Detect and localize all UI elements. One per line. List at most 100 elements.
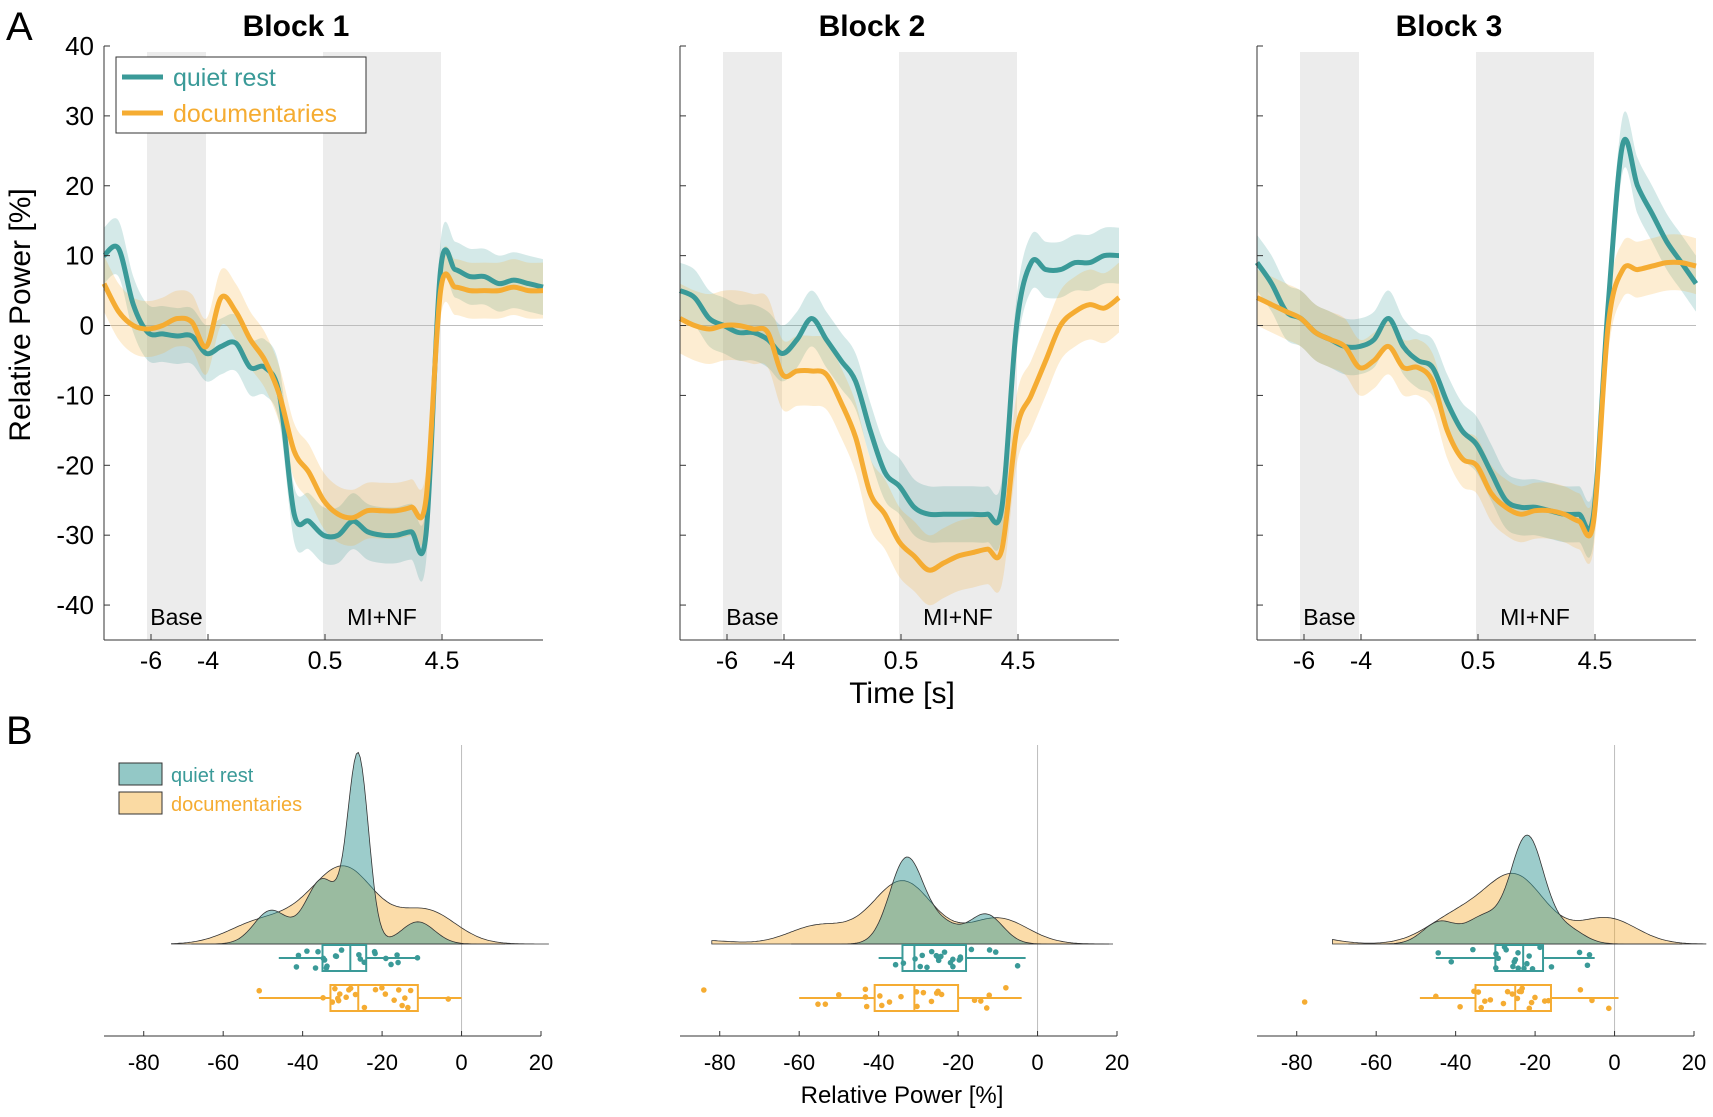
panel-b: -80 -60 -40 -20 0 20 -80 -60 -40 -20 0 20 -80 -60 -40-… [104,745,1707,1075]
data-point-documentaries [379,985,385,991]
x-tick-label: -60 [783,1050,815,1075]
data-point-quiet-rest [372,950,378,957]
panel-a-x-axis-title: Time [s] [849,677,955,710]
data-point-documentaries [332,985,338,992]
block-1-title: Block 1 [243,10,350,43]
density-quiet-rest [191,751,506,945]
data-point-quiet-rest [1493,951,1499,957]
series-line-quiet-rest [678,252,1120,526]
x-tick-label: 4.5 [1001,647,1036,675]
x-tick-label: -6 [140,647,162,675]
data-point-quiet-rest [941,949,948,955]
data-point-quiet-rest [295,952,302,959]
data-point-documentaries [1605,1005,1612,1012]
legend-b-label-quiet-rest: quiet rest [171,765,254,787]
box-iqr-quiet-rest [901,944,968,972]
panel-b-legend: quiet rest documentaries [118,762,302,816]
x-tick-label: 20 [1105,1050,1129,1075]
y-tick-label: 30 [65,101,94,131]
data-point-quiet-rest [1584,962,1591,969]
data-point-documentaries [343,994,349,1001]
x-tick-label: 4.5 [1578,647,1613,675]
data-point-documentaries [1526,1005,1533,1012]
data-point-documentaries [920,989,927,996]
panel-label-b: B [6,709,33,753]
raincloud-block-3: -80 -60 -40 -20 0 20 [1257,745,1707,1075]
data-point-documentaries [1475,989,1482,995]
shade-label-mi-nf: MI+NF [347,604,417,630]
data-point-documentaries [1589,997,1595,1004]
data-point-documentaries [256,987,263,994]
series-line-documentaries [101,271,544,521]
x-tick-label: -20 [1519,1050,1551,1075]
x-tick-label: -80 [704,1050,736,1075]
data-point-quiet-rest [957,955,964,962]
data-point-quiet-rest [1435,950,1442,956]
data-point-documentaries [822,1001,829,1007]
data-point-documentaries [898,993,904,1000]
data-point-documentaries [938,991,945,998]
data-point-documentaries [336,991,343,997]
data-point-documentaries [862,994,869,1000]
x-tick-label: 20 [1682,1050,1706,1075]
data-point-documentaries [886,999,893,1005]
data-point-quiet-rest [900,960,907,966]
data-point-documentaries [914,1003,920,1010]
data-point-quiet-rest [912,956,918,962]
series-line-documentaries [1255,259,1697,539]
box-iqr-quiet-rest [1494,944,1545,972]
x-tick-label: -60 [1360,1050,1392,1075]
data-point-documentaries [1500,1000,1507,1007]
panel-label-a: A [6,5,33,49]
data-point-quiet-rest [986,947,993,953]
data-point-quiet-rest [1521,965,1527,972]
data-point-documentaries [863,1003,870,1010]
data-point-quiet-rest [304,948,310,954]
x-tick-label: -80 [128,1050,160,1075]
data-point-documentaries [878,1002,885,1009]
data-point-documentaries [1003,984,1009,991]
data-point-documentaries [1545,997,1552,1004]
shade-mi-nf-interval [899,52,1017,640]
y-tick-label: 0 [80,311,94,341]
data-point-documentaries [977,998,984,1004]
data-point-quiet-rest [1526,953,1532,959]
data-point-documentaries [372,986,379,993]
data-point-documentaries [445,996,452,1002]
data-point-quiet-rest [338,947,345,953]
legend-a-label-quiet-rest: quiet rest [173,64,276,92]
shade-label-base: Base [1303,604,1355,630]
data-point-quiet-rest [1576,949,1583,956]
block-2-plot: Block 2 Base MI+NF -6 -4 0.5 4.5 [678,10,1121,675]
y-tick-label: -10 [56,380,94,410]
x-tick-label: -4 [197,647,219,675]
x-tick-label: -40 [287,1050,319,1075]
y-tick-label: -30 [56,520,94,550]
density-quiet-rest [1348,834,1683,945]
data-point-documentaries [815,1001,821,1007]
data-point-documentaries [1482,998,1488,1005]
data-point-quiet-rest [950,956,956,963]
x-tick-label: -80 [1281,1050,1313,1075]
y-tick-label: 40 [65,31,94,61]
shade-base-interval [147,52,206,640]
data-point-documentaries [405,1004,411,1011]
data-point-quiet-rest [414,955,421,961]
data-point-quiet-rest [388,961,394,968]
y-tick-label: -20 [56,450,94,480]
data-point-quiet-rest [917,963,924,970]
data-point-documentaries [1528,999,1535,1006]
x-tick-label: 0.5 [1461,647,1496,675]
block-1-plot: Block 1 Base MI+NF 40 30 20 10 0 -10 -20 -30 -40 -6 -… [56,10,544,675]
data-point-documentaries [395,987,402,993]
series-line-quiet-rest [102,243,544,557]
legend-b-label-documentaries: documentaries [171,794,302,816]
y-tick-label: -40 [56,590,94,620]
data-point-quiet-rest [394,952,400,958]
x-tick-label: -60 [207,1050,239,1075]
legend-a-box [115,56,367,134]
error-band-quiet-rest [104,218,543,582]
block-3-plot: Block 3 Base MI+NF -6 -4 0.5 4.5 [1254,10,1699,675]
data-point-quiet-rest [938,953,944,960]
data-point-quiet-rest [1448,958,1455,965]
